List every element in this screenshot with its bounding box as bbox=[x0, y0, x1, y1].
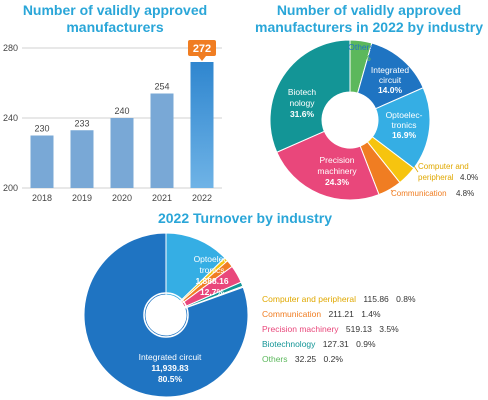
pie1-label-cp-pct: 4.0% bbox=[460, 173, 478, 182]
pie1-label-others-name: Others bbox=[348, 42, 374, 52]
pie2-center-ring bbox=[147, 296, 185, 334]
x-tick-label: 2018 bbox=[32, 193, 52, 203]
pie1-label-comm-pct: 4.8% bbox=[456, 189, 474, 198]
bar-chart-title: Number of validly approved manufacturers bbox=[22, 2, 208, 35]
pie1-label-opto-name-1: Optoelec- bbox=[386, 110, 423, 120]
y-tick-label: 200 bbox=[3, 183, 18, 193]
turnover-pie-title: 2022 Turnover by industry bbox=[157, 210, 332, 226]
x-tick-label: 2020 bbox=[112, 193, 132, 203]
bar-data-label: 272 bbox=[193, 43, 211, 55]
x-tick-label: 2022 bbox=[192, 193, 212, 203]
bar-2018 bbox=[30, 135, 54, 188]
bar-data-label: 230 bbox=[34, 124, 49, 134]
leader-line bbox=[413, 165, 419, 173]
bar-2019 bbox=[70, 130, 94, 188]
legend-value: 519.13 bbox=[345, 324, 372, 334]
pie1-label-comm-name: Communication bbox=[391, 189, 447, 198]
bar-2020 bbox=[110, 118, 134, 188]
bar-data-label: 233 bbox=[74, 118, 89, 128]
legend-pct: 1.4% bbox=[361, 309, 381, 319]
legend-pct: 3.5% bbox=[379, 324, 399, 334]
legend-value: 32.25 bbox=[294, 354, 317, 364]
bar-data-label: 240 bbox=[114, 106, 129, 116]
industry-count-pie-title: Number of validly approved manufacturers… bbox=[255, 2, 483, 35]
legend-item-others: Others 32.25 0.2% bbox=[262, 352, 416, 367]
pie1-label-bio-name-2: nology bbox=[289, 98, 315, 108]
pie1-label-cp-name-1: Computer and bbox=[418, 162, 469, 171]
pie2-label-opto-value: 1,888.16 bbox=[195, 276, 228, 286]
legend-value: 115.86 bbox=[363, 294, 389, 304]
legend-value: 127.31 bbox=[322, 339, 349, 349]
bar-2022 bbox=[190, 62, 214, 188]
pie1-label-pm-name-1: Precision bbox=[320, 155, 355, 165]
pie2-label-opto-name-1: Optoelec- bbox=[194, 254, 231, 264]
pie1-label-cp-name-2: peripheral bbox=[418, 173, 454, 182]
pie1-label-others-pct: 4.4% bbox=[351, 53, 371, 63]
leader-line bbox=[390, 189, 394, 193]
pie1-label-bio-name-1: Biotech bbox=[288, 87, 317, 97]
legend-name: Others bbox=[262, 354, 288, 364]
pie2-label-ic-name: Integrated circuit bbox=[139, 352, 202, 362]
legend-value: 211.21 bbox=[328, 309, 354, 319]
legend-name: Precision machinery bbox=[262, 324, 339, 334]
industry-count-pie-chart: Others 4.4% Integrated circuit 14.0% Opt… bbox=[269, 39, 478, 201]
legend-item-biotech: Biotechnology 127.31 0.9% bbox=[262, 337, 416, 352]
legend-pct: 0.8% bbox=[396, 294, 416, 304]
pie1-label-bio-pct: 31.6% bbox=[290, 109, 315, 119]
pie1-label-opto-pct: 16.9% bbox=[392, 130, 417, 140]
pie1-center-ring-outer bbox=[323, 93, 377, 147]
x-tick-label: 2021 bbox=[152, 193, 172, 203]
pie1-label-pm-name-2: machinery bbox=[317, 166, 357, 176]
pie2-label-opto-pct: 12.7% bbox=[200, 287, 225, 297]
pie1-label-ic-name-1: Integrated bbox=[371, 65, 410, 75]
legend-name: Computer and peripheral bbox=[262, 294, 357, 304]
legend-name: Communication bbox=[262, 309, 322, 319]
legend-pct: 0.9% bbox=[356, 339, 376, 349]
pie2-label-ic-value: 11,939.83 bbox=[151, 363, 189, 373]
value-badge-pointer bbox=[198, 56, 206, 61]
pie2-center-hole bbox=[146, 295, 186, 335]
pie1-label-ic-pct: 14.0% bbox=[378, 85, 403, 95]
pie1-label-pm-pct: 24.3% bbox=[325, 177, 350, 187]
y-tick-label: 240 bbox=[3, 113, 18, 123]
pie2-center-ring-outer bbox=[143, 292, 189, 338]
bar-chart: 200 240 280 230 2018 233 2019 240 2020 254 2021 272… bbox=[3, 40, 222, 203]
bar-data-label: 254 bbox=[154, 82, 169, 92]
x-tick-label: 2019 bbox=[72, 193, 92, 203]
pie1-label-opto-name-2: tronics bbox=[391, 120, 416, 130]
y-tick-label: 280 bbox=[3, 43, 18, 53]
bar-2021 bbox=[150, 93, 174, 188]
pie1-center-ring bbox=[327, 97, 373, 143]
pie2-label-opto-name-2: tronics bbox=[199, 265, 224, 275]
legend-name: Biotechnology bbox=[262, 339, 316, 349]
legend-item-communication: Communication 211.21 1.4% bbox=[262, 307, 416, 322]
legend-pct: 0.2% bbox=[323, 354, 343, 364]
pie2-label-ic-pct: 80.5% bbox=[158, 374, 183, 384]
legend-item-precision: Precision machinery 519.13 3.5% bbox=[262, 322, 416, 337]
value-badge bbox=[188, 40, 216, 56]
legend-item-computer: Computer and peripheral 115.86 0.8% bbox=[262, 292, 416, 307]
turnover-legend: Computer and peripheral 115.86 0.8% Comm… bbox=[262, 292, 416, 367]
pie1-label-ic-name-2: circuit bbox=[379, 75, 402, 85]
